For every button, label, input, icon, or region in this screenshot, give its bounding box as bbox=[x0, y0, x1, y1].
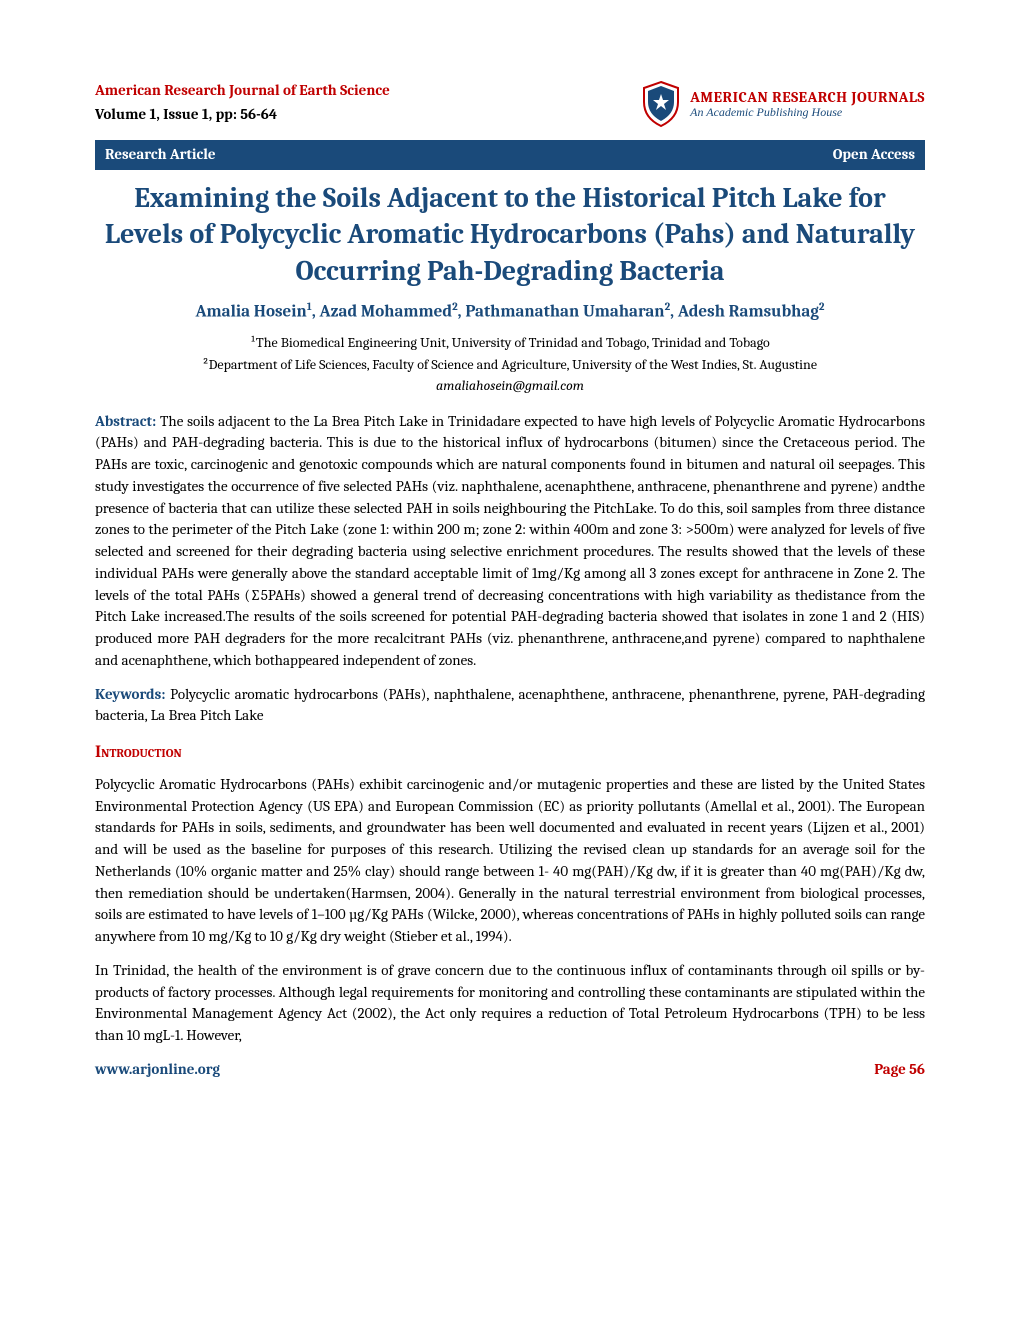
volume-issue: Volume 1, Issue 1, pp: 56-64 bbox=[95, 104, 640, 126]
footer-page-number: Page 56 bbox=[874, 1059, 925, 1081]
affiliation-2: ²Department of Life Sciences, Faculty of… bbox=[95, 355, 925, 375]
article-title: Examining the Soils Adjacent to the Hist… bbox=[95, 180, 925, 289]
article-type-bar: Research Article Open Access bbox=[95, 140, 925, 170]
corresponding-email: amaliahosein@gmail.com bbox=[95, 376, 925, 396]
logo-text: AMERICAN RESEARCH JOURNALS An Academic P… bbox=[690, 89, 925, 119]
intro-paragraph-1: Polycyclic Aromatic Hydrocarbons (PAHs) … bbox=[95, 774, 925, 948]
logo-title: AMERICAN RESEARCH JOURNALS bbox=[690, 89, 925, 106]
intro-paragraph-2: In Trinidad, the health of the environme… bbox=[95, 960, 925, 1047]
affiliation-1: ¹The Biomedical Engineering Unit, Univer… bbox=[95, 333, 925, 353]
abstract-label: Abstract: bbox=[95, 412, 156, 430]
keywords: Keywords: Polycyclic aromatic hydrocarbo… bbox=[95, 684, 925, 728]
header-row: American Research Journal of Earth Scien… bbox=[95, 80, 925, 128]
section-heading-introduction: Introduction bbox=[95, 741, 925, 766]
article-type: Research Article bbox=[105, 144, 216, 166]
journal-info: American Research Journal of Earth Scien… bbox=[95, 80, 640, 126]
keywords-label: Keywords: bbox=[95, 685, 165, 703]
logo-tagline: An Academic Publishing House bbox=[690, 106, 925, 119]
abstract: Abstract: The soils adjacent to the La B… bbox=[95, 411, 925, 672]
footer-url: www.arjonline.org bbox=[95, 1059, 220, 1081]
abstract-text: The soils adjacent to the La Brea Pitch … bbox=[95, 412, 925, 669]
publisher-logo: AMERICAN RESEARCH JOURNALS An Academic P… bbox=[640, 80, 925, 128]
access-type: Open Access bbox=[833, 144, 915, 166]
authors: Amalia Hosein1, Azad Mohammed2, Pathmana… bbox=[95, 299, 925, 325]
logo-badge-icon bbox=[640, 80, 682, 128]
journal-name: American Research Journal of Earth Scien… bbox=[95, 80, 640, 102]
page-footer: www.arjonline.org Page 56 bbox=[95, 1059, 925, 1081]
keywords-text: Polycyclic aromatic hydrocarbons (PAHs),… bbox=[95, 685, 925, 725]
